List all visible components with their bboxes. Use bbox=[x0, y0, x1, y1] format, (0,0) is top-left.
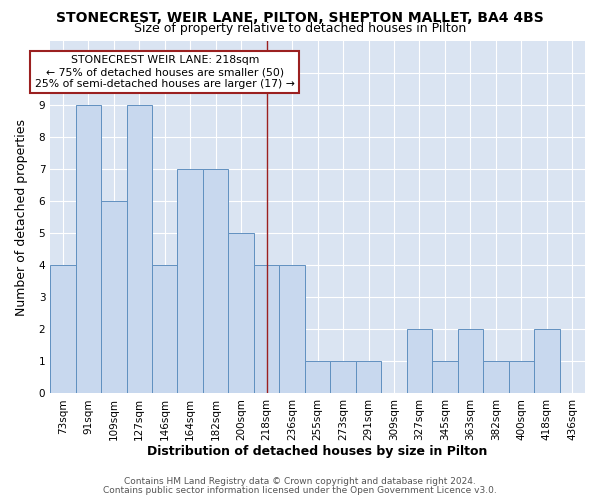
Bar bbox=[432, 362, 458, 394]
Bar bbox=[254, 265, 280, 394]
Bar bbox=[356, 362, 381, 394]
Bar bbox=[229, 233, 254, 394]
Text: Contains HM Land Registry data © Crown copyright and database right 2024.: Contains HM Land Registry data © Crown c… bbox=[124, 477, 476, 486]
Text: STONECREST WEIR LANE: 218sqm
← 75% of detached houses are smaller (50)
25% of se: STONECREST WEIR LANE: 218sqm ← 75% of de… bbox=[35, 56, 295, 88]
Bar bbox=[280, 265, 305, 394]
Bar bbox=[50, 265, 76, 394]
Text: Contains public sector information licensed under the Open Government Licence v3: Contains public sector information licen… bbox=[103, 486, 497, 495]
Bar bbox=[458, 330, 483, 394]
Bar bbox=[407, 330, 432, 394]
Bar bbox=[127, 105, 152, 394]
Bar bbox=[305, 362, 331, 394]
Bar bbox=[483, 362, 509, 394]
Bar bbox=[76, 105, 101, 394]
Bar bbox=[101, 201, 127, 394]
Bar bbox=[152, 265, 178, 394]
Bar bbox=[331, 362, 356, 394]
Y-axis label: Number of detached properties: Number of detached properties bbox=[15, 118, 28, 316]
Bar bbox=[509, 362, 534, 394]
Text: STONECREST, WEIR LANE, PILTON, SHEPTON MALLET, BA4 4BS: STONECREST, WEIR LANE, PILTON, SHEPTON M… bbox=[56, 11, 544, 25]
X-axis label: Distribution of detached houses by size in Pilton: Distribution of detached houses by size … bbox=[148, 444, 488, 458]
Text: Size of property relative to detached houses in Pilton: Size of property relative to detached ho… bbox=[134, 22, 466, 35]
Bar bbox=[534, 330, 560, 394]
Bar bbox=[178, 169, 203, 394]
Bar bbox=[203, 169, 229, 394]
